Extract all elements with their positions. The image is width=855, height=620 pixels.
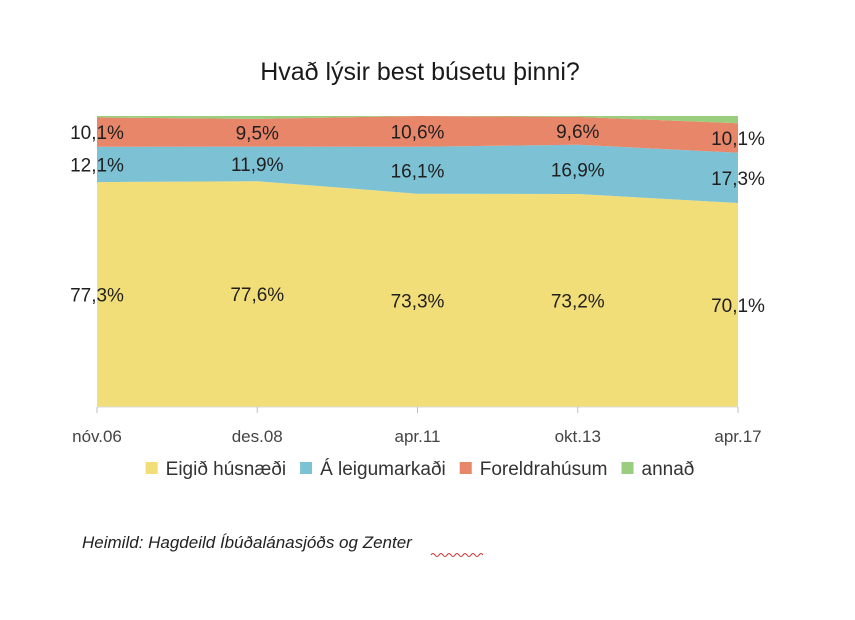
data-label: 10,1% <box>70 123 124 144</box>
legend-swatch <box>459 462 472 474</box>
legend-label: annað <box>642 459 695 480</box>
x-tick-label: apr.11 <box>394 427 440 446</box>
legend-label: Foreldrahúsum <box>480 459 608 480</box>
source-suffix: Zenter <box>362 533 413 552</box>
chart-title: Hvað lýsir best búsetu þinni? <box>260 58 580 86</box>
area-eigi-husn-i <box>97 181 738 407</box>
legend-label: Eigið húsnæði <box>166 459 286 480</box>
data-label: 73,3% <box>391 291 445 312</box>
data-label: 77,3% <box>70 286 124 307</box>
area-a-leigumarka-i <box>97 144 738 203</box>
chart-areas <box>97 116 738 407</box>
data-label: 70,1% <box>711 296 765 317</box>
legend-swatch <box>621 462 634 474</box>
data-label: 12,1% <box>70 155 124 176</box>
data-label: 10,1% <box>711 129 765 150</box>
data-label: 9,5% <box>236 124 279 145</box>
legend-swatch <box>145 462 158 474</box>
spellcheck-underline <box>430 553 484 557</box>
source-note: Heimild: Hagdeild Íbúðalánasjóðs og Zent… <box>82 533 413 552</box>
data-label: 11,9% <box>231 155 284 176</box>
data-label: 77,6% <box>230 285 284 306</box>
legend-swatch <box>300 462 313 474</box>
data-labels: 77,3% 77,6% 73,3% 73,2% 70,1% 12,1% 11,9% 16,1%… <box>70 122 765 317</box>
legend-label: Á leigumarkaði <box>320 459 446 480</box>
data-label: 9,6% <box>556 122 599 143</box>
area-anna <box>97 116 738 124</box>
area-foreldrahusum <box>97 116 738 153</box>
legend: Eigið húsnæði Á leigumarkaði Foreldrahúsum… <box>145 459 695 480</box>
data-label: 16,9% <box>551 160 605 181</box>
x-tick-label: des.08 <box>232 427 283 446</box>
data-label: 73,2% <box>551 291 605 312</box>
x-tick-label: nóv.06 <box>72 427 122 446</box>
x-tick-label: apr.17 <box>714 427 761 446</box>
data-label: 17,3% <box>711 169 765 190</box>
x-axis: nóv.06 des.08 apr.11 okt.13 apr.17 <box>72 406 762 446</box>
data-label: 10,6% <box>391 122 445 143</box>
source-prefix: Heimild: Hagdeild Íbúðalánasjóðs og <box>82 533 363 552</box>
x-tick-label: okt.13 <box>555 427 601 446</box>
data-label: 16,1% <box>391 161 445 182</box>
